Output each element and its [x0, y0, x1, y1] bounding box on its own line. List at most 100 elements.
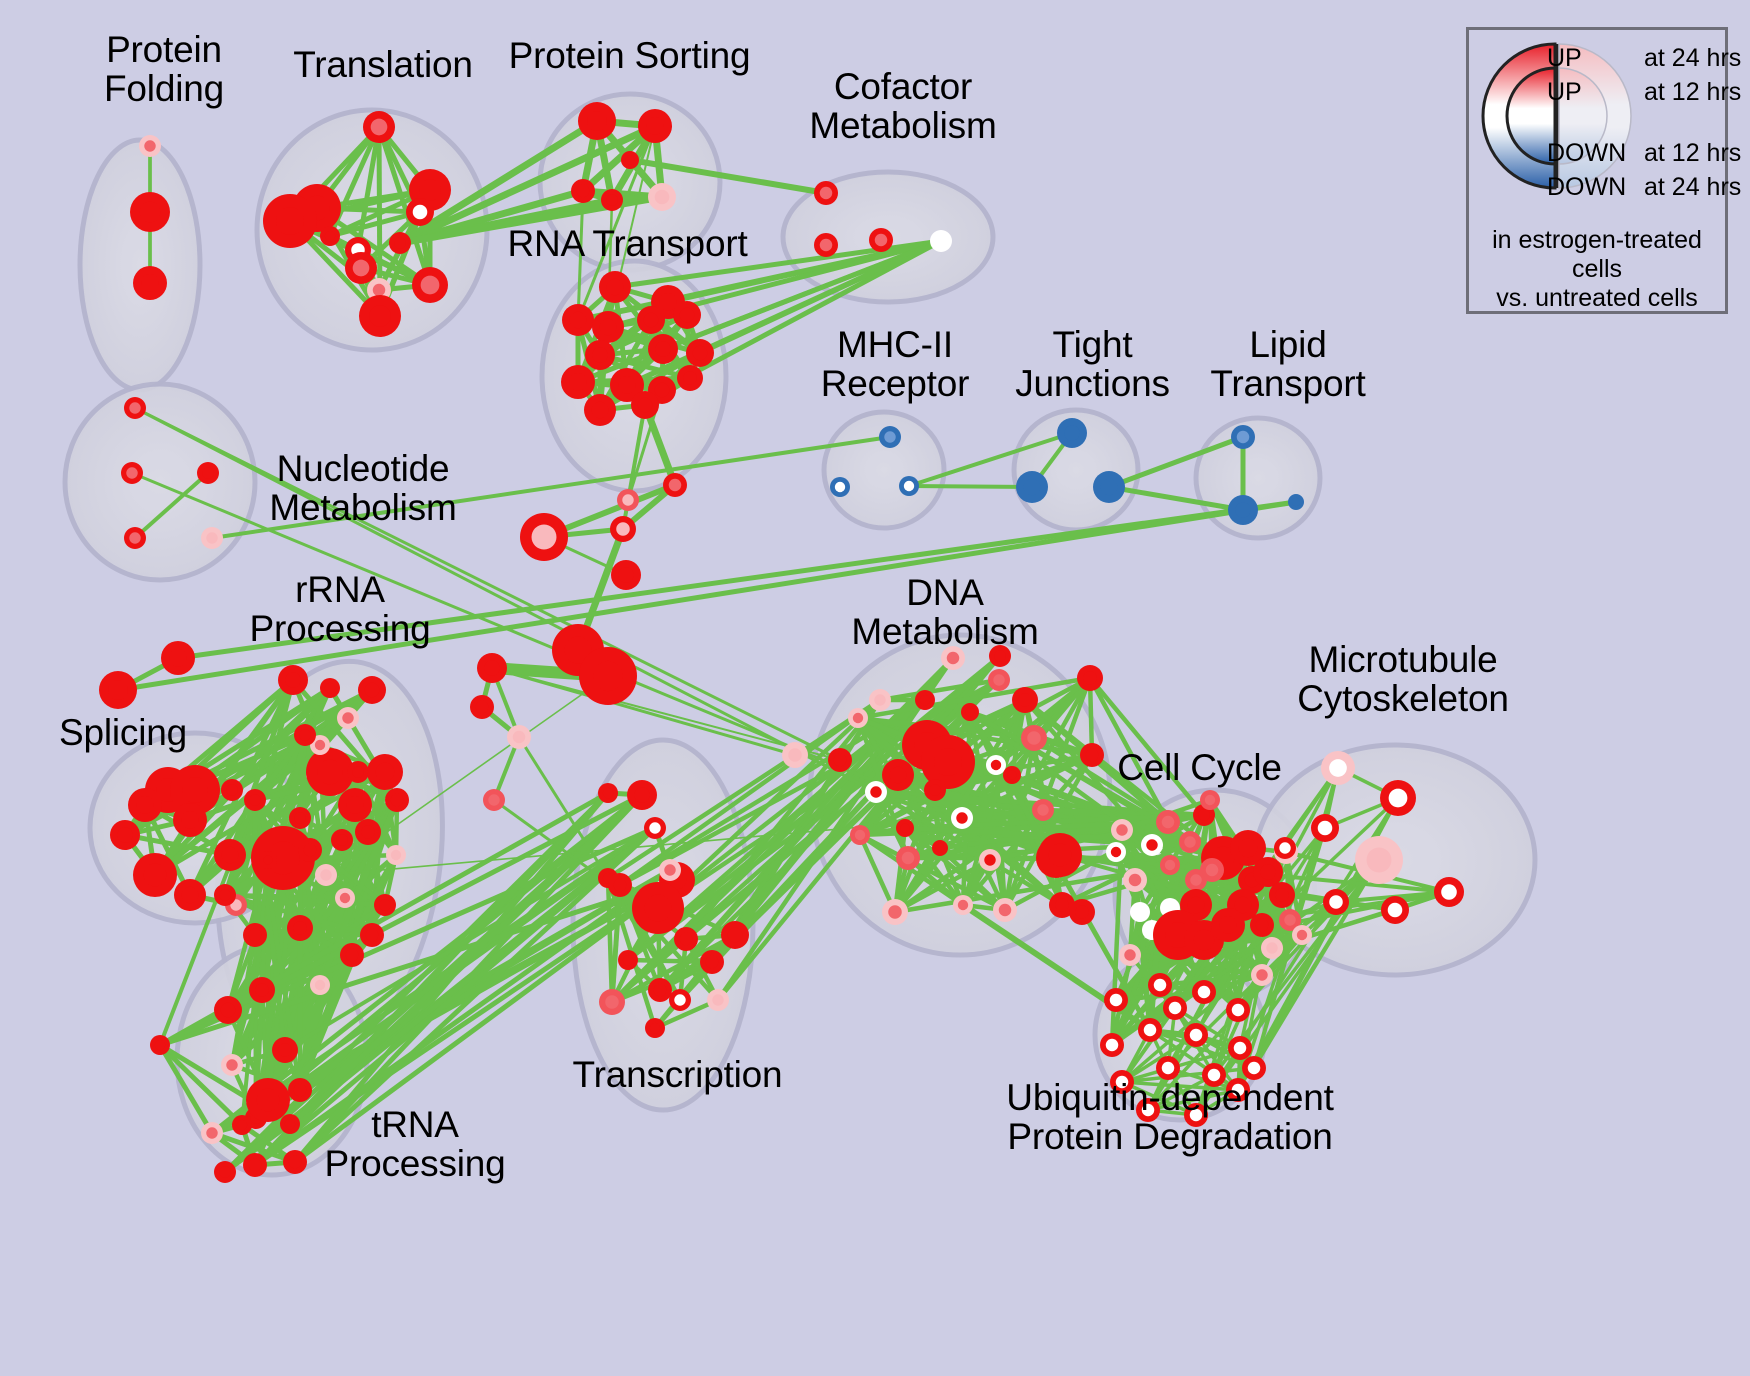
network-node[interactable] — [1184, 1023, 1208, 1047]
network-node[interactable] — [1274, 837, 1296, 859]
network-node[interactable] — [1200, 790, 1220, 810]
network-node[interactable] — [896, 819, 914, 837]
network-node[interactable] — [243, 923, 267, 947]
network-node[interactable] — [879, 426, 901, 448]
network-node[interactable] — [374, 894, 396, 916]
network-node[interactable] — [298, 838, 322, 862]
network-node[interactable] — [1136, 1098, 1160, 1122]
network-node[interactable] — [1110, 1070, 1134, 1094]
network-node[interactable] — [941, 646, 965, 670]
network-node[interactable] — [598, 783, 618, 803]
network-node[interactable] — [1100, 1033, 1124, 1057]
network-node[interactable] — [263, 194, 317, 248]
network-node[interactable] — [1003, 766, 1021, 784]
network-node[interactable] — [124, 397, 146, 419]
network-node[interactable] — [592, 311, 624, 343]
network-node[interactable] — [1269, 882, 1295, 908]
network-node[interactable] — [869, 689, 891, 711]
network-node[interactable] — [363, 111, 395, 143]
network-node[interactable] — [1104, 988, 1128, 1012]
network-node[interactable] — [986, 755, 1006, 775]
network-node[interactable] — [288, 1078, 312, 1102]
network-node[interactable] — [1231, 425, 1255, 449]
network-node[interactable] — [232, 1115, 252, 1135]
network-node[interactable] — [130, 192, 170, 232]
network-node[interactable] — [150, 1035, 170, 1055]
network-node[interactable] — [663, 473, 687, 497]
network-node[interactable] — [1292, 925, 1312, 945]
network-node[interactable] — [1130, 902, 1150, 922]
network-node[interactable] — [133, 853, 177, 897]
network-node[interactable] — [214, 996, 242, 1024]
network-node[interactable] — [1156, 1056, 1180, 1080]
network-node[interactable] — [110, 820, 140, 850]
network-node[interactable] — [1321, 751, 1355, 785]
network-node[interactable] — [483, 789, 505, 811]
network-node[interactable] — [412, 267, 448, 303]
network-node[interactable] — [1080, 743, 1104, 767]
network-node[interactable] — [830, 477, 850, 497]
network-node[interactable] — [1160, 855, 1180, 875]
network-node[interactable] — [953, 895, 973, 915]
network-node[interactable] — [1069, 899, 1095, 925]
network-node[interactable] — [850, 825, 870, 845]
network-node[interactable] — [121, 462, 143, 484]
network-node[interactable] — [828, 748, 852, 772]
network-node[interactable] — [617, 489, 639, 511]
network-node[interactable] — [951, 807, 973, 829]
network-node[interactable] — [1228, 495, 1258, 525]
network-node[interactable] — [1434, 877, 1464, 907]
network-node[interactable] — [882, 899, 908, 925]
network-node[interactable] — [1148, 973, 1172, 997]
network-node[interactable] — [315, 864, 337, 886]
network-node[interactable] — [979, 849, 1001, 871]
network-node[interactable] — [782, 742, 808, 768]
network-node[interactable] — [306, 748, 354, 796]
network-node[interactable] — [367, 754, 403, 790]
network-node[interactable] — [896, 846, 920, 870]
network-node[interactable] — [507, 725, 531, 749]
network-node[interactable] — [1111, 819, 1133, 841]
network-node[interactable] — [278, 665, 308, 695]
network-node[interactable] — [331, 829, 353, 851]
network-node[interactable] — [930, 230, 952, 252]
network-node[interactable] — [214, 839, 246, 871]
network-node[interactable] — [1141, 834, 1163, 856]
network-node[interactable] — [133, 266, 167, 300]
network-node[interactable] — [520, 513, 568, 561]
network-node[interactable] — [283, 1150, 307, 1174]
network-node[interactable] — [1119, 944, 1141, 966]
network-node[interactable] — [128, 788, 162, 822]
network-node[interactable] — [244, 789, 266, 811]
network-node[interactable] — [1138, 1018, 1162, 1042]
network-node[interactable] — [1123, 868, 1147, 892]
network-node[interactable] — [571, 179, 595, 203]
network-node[interactable] — [1226, 1078, 1250, 1102]
network-node[interactable] — [721, 921, 749, 949]
network-node[interactable] — [340, 943, 364, 967]
network-node[interactable] — [214, 884, 236, 906]
network-node[interactable] — [280, 1114, 300, 1134]
network-node[interactable] — [993, 898, 1017, 922]
network-node[interactable] — [289, 807, 311, 829]
network-node[interactable] — [608, 873, 632, 897]
network-node[interactable] — [637, 306, 665, 334]
network-node[interactable] — [470, 695, 494, 719]
network-node[interactable] — [1242, 1056, 1266, 1080]
network-node[interactable] — [170, 765, 220, 815]
network-node[interactable] — [360, 923, 384, 947]
network-node[interactable] — [1311, 814, 1339, 842]
network-node[interactable] — [610, 516, 636, 542]
network-node[interactable] — [611, 560, 641, 590]
network-node[interactable] — [161, 641, 195, 675]
network-node[interactable] — [601, 189, 623, 211]
network-node[interactable] — [406, 198, 434, 226]
network-node[interactable] — [669, 989, 691, 1011]
network-node[interactable] — [310, 735, 330, 755]
network-node[interactable] — [1226, 998, 1250, 1022]
network-node[interactable] — [989, 645, 1011, 667]
network-node[interactable] — [644, 817, 666, 839]
network-node[interactable] — [610, 368, 644, 402]
network-node[interactable] — [932, 840, 948, 856]
network-node[interactable] — [618, 950, 638, 970]
